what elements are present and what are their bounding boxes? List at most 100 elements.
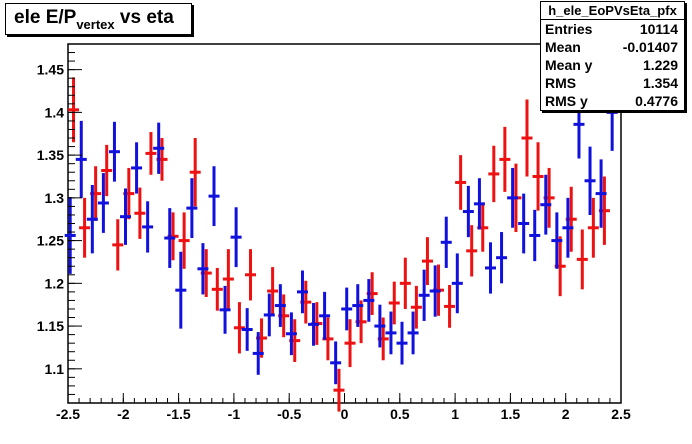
data-point-blue [263, 293, 275, 337]
y-tick-label: 1.1 [45, 361, 65, 377]
data-point-blue [584, 146, 596, 215]
data-point-red [344, 319, 356, 368]
error-bar-marks [64, 73, 618, 412]
data-point-blue [540, 174, 552, 235]
data-point-blue [562, 197, 574, 258]
data-point-blue [507, 167, 519, 228]
data-point-red [68, 77, 80, 143]
x-tick-label: 2.5 [611, 406, 631, 422]
data-point-blue [120, 188, 132, 245]
data-point-blue [462, 185, 474, 238]
data-point-red [145, 132, 157, 175]
data-point-red [134, 187, 146, 239]
chart-title-rest: vs eta [114, 7, 174, 28]
data-point-blue [518, 193, 530, 254]
data-point-blue [407, 311, 419, 355]
stats-row-mean: Mean -0.01407 [541, 38, 684, 56]
data-point-blue [186, 178, 198, 239]
data-point-blue [230, 207, 242, 268]
data-point-blue [274, 284, 286, 327]
x-tick-label: 0 [341, 406, 349, 422]
x-tick-label: 1.5 [501, 406, 521, 422]
chart-title-subscript: vertex [76, 17, 115, 32]
data-point-blue [219, 285, 231, 334]
data-point-blue [241, 308, 253, 351]
data-point-blue [131, 142, 143, 194]
data-point-blue [108, 121, 120, 182]
data-point-red [532, 142, 544, 211]
data-point-blue [175, 251, 187, 329]
data-point-red [421, 237, 433, 286]
data-point-red [79, 197, 91, 258]
data-point-blue [374, 304, 386, 348]
data-point-red [499, 126, 511, 192]
data-point-blue [451, 253, 463, 314]
data-point-red [388, 281, 400, 325]
stats-value: -0.01407 [622, 39, 678, 55]
stats-histogram-name: h_ele_EoPVsEta_pfx [541, 2, 684, 20]
y-tick-label: 1.15 [37, 318, 64, 334]
data-point-red [466, 225, 478, 277]
plot-frame [67, 43, 622, 404]
data-point-red [244, 249, 256, 301]
data-point-red [211, 267, 223, 311]
stats-value: 1.354 [642, 75, 678, 91]
stats-row-entries: Entries 10114 [541, 20, 684, 38]
data-point-blue [330, 341, 342, 385]
stats-label: RMS y [545, 93, 588, 109]
data-point-blue [529, 209, 541, 262]
data-point-red [399, 257, 411, 309]
data-point-blue [473, 178, 485, 230]
data-point-blue [496, 232, 508, 284]
data-point-blue [418, 269, 430, 321]
data-point-red [488, 145, 500, 203]
data-point-blue [429, 265, 441, 317]
data-point-blue [197, 243, 209, 295]
y-tick-label: 1.45 [37, 62, 64, 78]
data-point-blue [319, 291, 331, 340]
data-point-red [178, 212, 190, 269]
x-tick-label: -2.5 [56, 406, 80, 422]
data-point-blue [164, 208, 176, 268]
data-point-red [222, 249, 234, 309]
stats-label: Mean y [545, 57, 593, 73]
x-tick-label: 0.5 [390, 406, 410, 422]
x-tick-label: -1.5 [167, 406, 191, 422]
x-tick-label: -2 [117, 406, 130, 422]
stats-row-mean-y: Mean y 1.229 [541, 56, 684, 74]
stats-row-rms: RMS 1.354 [541, 74, 684, 92]
data-point-red [112, 219, 124, 271]
chart-title-box: ele E/Pvertex vs eta [5, 3, 192, 35]
stats-label: Mean [545, 39, 581, 55]
data-point-blue [595, 159, 607, 228]
stats-row-rms-y: RMS y 0.4776 [541, 92, 684, 110]
stats-label: Entries [545, 21, 593, 37]
data-point-blue [252, 332, 264, 375]
y-tick-label: 1.3 [45, 190, 65, 206]
data-point-red [410, 285, 422, 329]
data-point-blue [64, 197, 76, 274]
data-point-blue [341, 287, 353, 331]
axes: -2.5 -2 -1.5 -1 -0.5 0 0.5 1 1.5 2 2.5 1.1 1.15 1.2 1.… [37, 43, 631, 422]
y-tick-label: 1.4 [45, 104, 65, 120]
data-point-blue [75, 120, 87, 198]
data-point-red [101, 144, 113, 197]
x-tick-label: -0.5 [277, 406, 301, 422]
data-point-red [333, 368, 345, 412]
data-point-red [455, 155, 467, 210]
data-point-blue [208, 166, 220, 227]
data-point-blue [396, 321, 408, 365]
x-tick-label: 1 [451, 406, 459, 422]
data-point-blue [142, 201, 154, 253]
data-point-blue [308, 302, 320, 346]
y-tick-label: 1.2 [45, 275, 65, 291]
data-point-blue [153, 122, 165, 174]
x-tick-label: -1 [228, 406, 241, 422]
data-point-red [521, 99, 533, 177]
data-point-blue [385, 311, 397, 355]
x-tick-label: 2 [562, 406, 570, 422]
data-point-red [576, 229, 588, 290]
data-point-blue [352, 284, 364, 327]
data-point-red [587, 197, 599, 258]
chart-title: ele E/Pvertex vs eta [14, 7, 174, 32]
